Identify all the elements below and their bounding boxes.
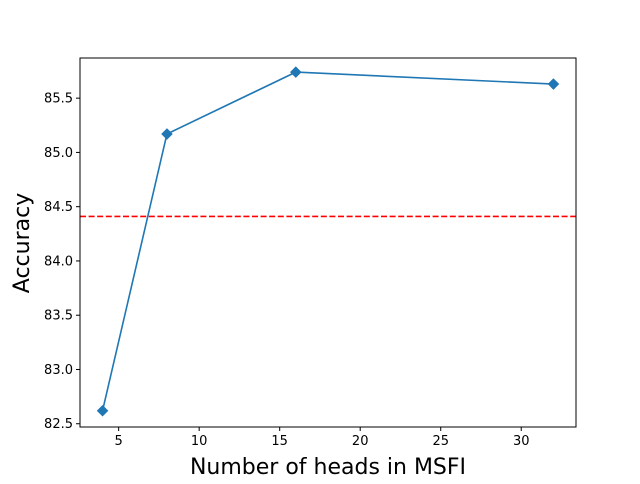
- y-tick-label: 83.5: [44, 309, 73, 324]
- data-point-marker: [161, 128, 173, 140]
- series-line: [101, 71, 554, 411]
- y-tick-label: 85.0: [44, 146, 73, 161]
- x-tick-label: 30: [513, 434, 530, 449]
- data-point-marker: [547, 78, 560, 90]
- x-tick-label: 10: [191, 434, 208, 449]
- data-point-marker: [96, 404, 109, 417]
- x-tick-label: 15: [271, 434, 288, 449]
- marks-layer: [80, 66, 576, 417]
- x-tick-label: 25: [432, 434, 449, 449]
- axes-layer: 5 10 15 20 25 30 82.5 83.0 83.5 84.0 84.5 85.0 85.5: [44, 57, 577, 449]
- y-tick-label: 85.5: [44, 92, 73, 107]
- x-tick-label: 20: [352, 434, 369, 449]
- y-tick-label: 83.0: [44, 363, 73, 378]
- y-tick-label: 84.5: [44, 200, 73, 215]
- y-tick-label: 82.5: [44, 417, 73, 432]
- x-axis-title: Number of heads in MSFI: [190, 455, 466, 480]
- x-tick-label: 5: [115, 434, 123, 449]
- data-point-marker: [290, 66, 302, 78]
- plot-frame: [79, 57, 577, 428]
- y-tick-label: 84.0: [44, 254, 73, 269]
- y-axis-title: Accuracy: [10, 193, 35, 293]
